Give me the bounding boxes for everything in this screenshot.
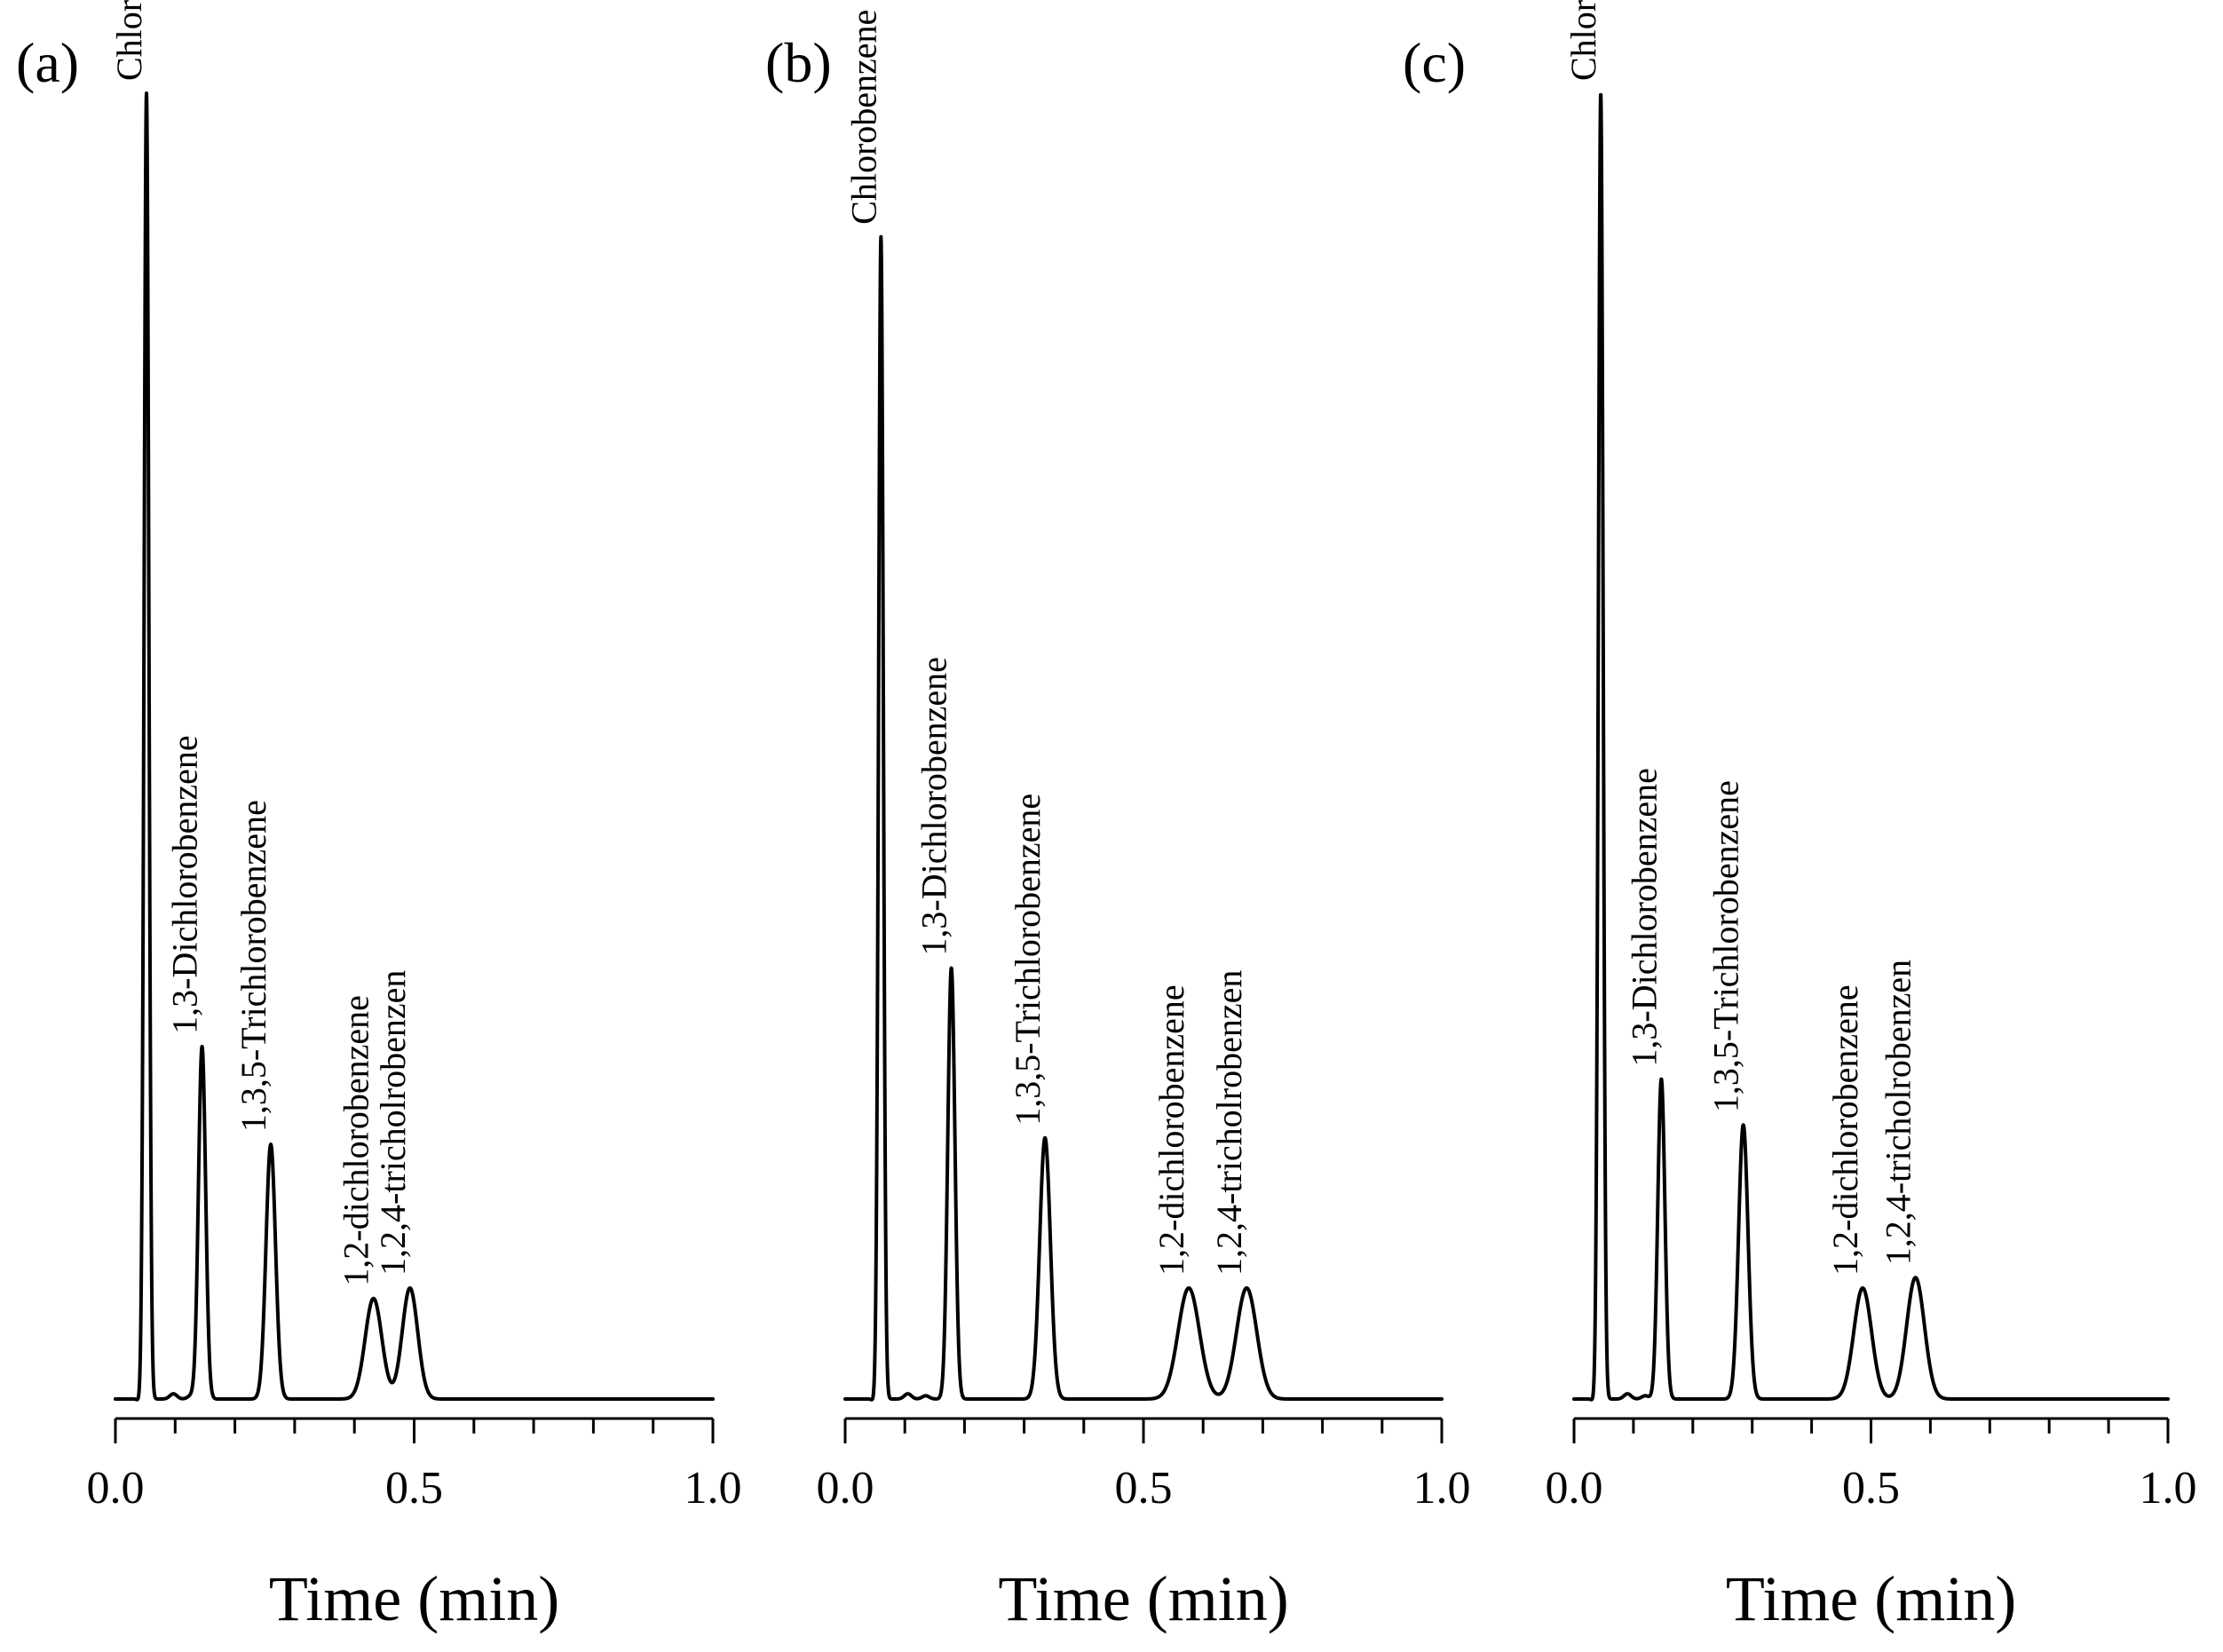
panel-label: (c) xyxy=(1403,31,1466,94)
peak-label: 1,3,5-Trichlorobenzene xyxy=(233,800,273,1132)
chromatogram-trace xyxy=(1572,92,2170,1402)
chart-panel-3: (c) 0.0 0.5 1.0 Time (min) Chlorobenzene 1,3-D… xyxy=(1403,0,2197,1634)
peak-label: 1,2-dichlorobenzene xyxy=(1151,984,1191,1276)
panel-label: (a) xyxy=(16,31,79,94)
chromatogram-trace xyxy=(114,91,715,1402)
x-tick-label: 1.0 xyxy=(2140,1463,2197,1514)
x-tick-label: 0.0 xyxy=(817,1463,874,1514)
x-tick-label: 0.0 xyxy=(1546,1463,1603,1514)
peak-label: 1,3,5-Trichlorobenzene xyxy=(1706,780,1746,1112)
peak-label: 1,2,4-tricholrobenzen xyxy=(1879,960,1918,1265)
peak-label: 1,2,4-tricholrobenzen xyxy=(373,970,413,1276)
x-axis-title: Time (min) xyxy=(1726,1563,2016,1634)
peak-label: 1,2,4-tricholrobenzen xyxy=(1209,970,1249,1276)
x-axis-title: Time (min) xyxy=(269,1563,559,1634)
x-tick-label: 1.0 xyxy=(1413,1463,1471,1514)
chromatogram-trace xyxy=(843,234,1444,1402)
x-tick-label: 0.5 xyxy=(385,1463,443,1514)
peak-label: 1,3-Dichlorobenzene xyxy=(914,657,954,956)
peak-label: 1,3,5-Trichlorobenzene xyxy=(1008,794,1048,1126)
peak-label: Chlorobenzene xyxy=(1563,0,1603,81)
peak-label: Chlorobenzene xyxy=(109,0,149,81)
peak-label: 1,3-Dichlorobenzene xyxy=(1624,768,1664,1067)
x-tick-label: 0.0 xyxy=(87,1463,145,1514)
peak-label: 1,2-dichlorobenzene xyxy=(1825,984,1865,1276)
chart-panel-2: (b) 0.0 0.5 1.0 Time (min) Chlorobenzene 1,3-D… xyxy=(765,10,1471,1634)
x-tick-label: 0.5 xyxy=(1842,1463,1900,1514)
x-tick-label: 1.0 xyxy=(684,1463,742,1514)
panel-label: (b) xyxy=(765,31,832,94)
peak-label: 1,2-dichlorobenzene xyxy=(336,995,376,1286)
peak-label: 1,3-Dichlorobenzene xyxy=(165,735,205,1034)
chart-panel-1: (a) 0.0 0.5 1.0 Time (min) Chlorobenzene 1,3-D… xyxy=(16,0,742,1634)
x-tick-label: 0.5 xyxy=(1115,1463,1173,1514)
peak-label: Chlorobenzene xyxy=(843,10,883,225)
x-axis-title: Time (min) xyxy=(998,1563,1288,1634)
